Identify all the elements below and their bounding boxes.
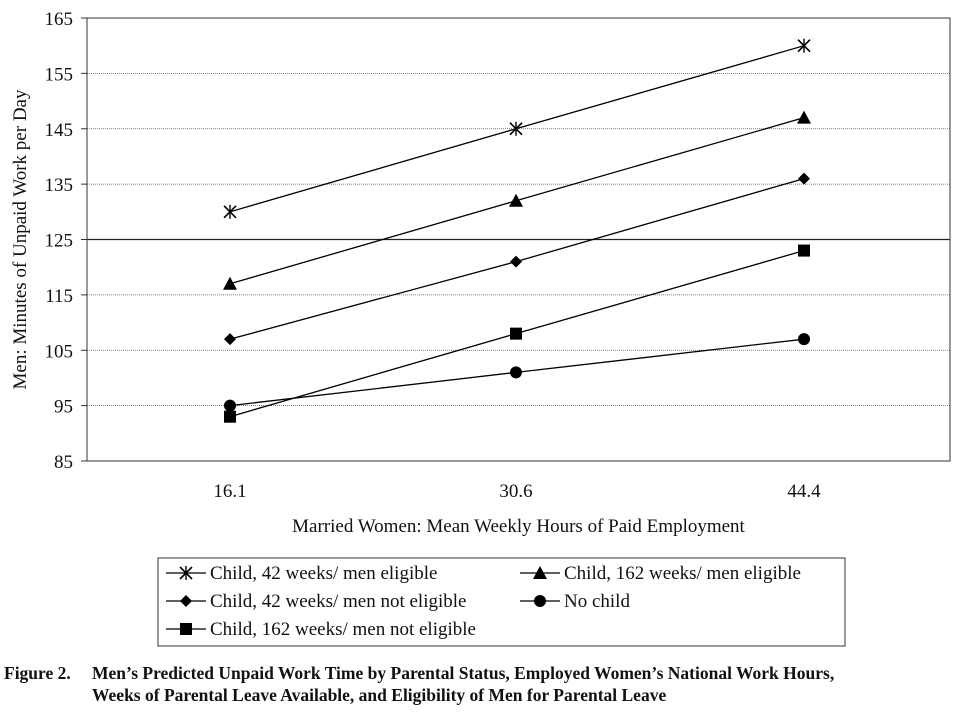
legend-item: Child, 162 weeks/ men not eligible [166,619,476,640]
series-star [223,38,811,219]
data-point-square [798,244,810,257]
legend-box [157,557,846,647]
grid-lines [87,72,950,407]
data-point-diamond [224,333,236,346]
line-chart: 85 95 105 115 125 135 145 155 165 16.1 30.6 44.4 M… [10,9,951,647]
y-tick-label: 145 [45,120,74,141]
data-point-triangle [533,566,547,579]
legend-label: Child, 42 weeks/ men eligible [210,563,437,584]
data-point-triangle [509,193,523,207]
legend-label: Child, 162 weeks/ men not eligible [210,619,476,640]
data-point-star [797,38,811,53]
series-circle [224,333,810,412]
data-point-diamond [510,255,522,268]
data-point-star [179,566,193,580]
data-point-circle [534,595,546,607]
x-tick-label: 16.1 [213,481,246,502]
caption-line-1: Men’s Predicted Unpaid Work Time by Pare… [92,663,835,683]
data-point-star [509,121,523,136]
legend-label: No child [564,591,630,612]
data-point-circle [798,333,810,346]
y-tick-label: 165 [45,9,74,30]
x-axis-ticks: 16.1 30.6 44.4 [213,481,821,502]
data-point-diamond [798,172,810,185]
x-axis-label: Married Women: Mean Weekly Hours of Paid… [292,516,745,537]
y-tick-label: 105 [45,341,74,362]
legend-label: Child, 162 weeks/ men eligible [564,563,801,584]
y-axis-ticks: 85 95 105 115 125 135 145 155 165 [45,9,87,473]
data-point-star [223,204,237,219]
data-point-circle [224,399,236,412]
y-tick-label: 115 [45,286,73,307]
legend-item: No child [520,591,630,612]
legend-label: Child, 42 weeks/ men not eligible [210,591,466,612]
caption-line-2: Weeks of Parental Leave Available, and E… [92,685,667,705]
data-point-triangle [797,110,811,124]
legend-item: Child, 162 weeks/ men eligible [520,563,801,584]
x-tick-label: 30.6 [499,481,532,502]
figure-caption: Figure 2. Men’s Predicted Unpaid Work Tim… [4,662,954,706]
data-point-square [224,410,236,423]
y-tick-label: 95 [54,397,73,418]
legend-item: Child, 42 weeks/ men eligible [166,563,437,584]
data-point-circle [510,366,522,379]
series-square [224,244,810,423]
series-layer [223,38,811,423]
y-tick-label: 85 [54,452,73,473]
data-point-triangle [223,276,237,290]
legend-item: Child, 42 weeks/ men not eligible [166,591,466,612]
series-diamond [224,172,810,346]
legend: Child, 42 weeks/ men eligible Child, 162 … [157,557,846,647]
figure-label: Figure 2. [4,663,71,683]
y-axis-label: Men: Minutes of Unpaid Work per Day [10,89,31,389]
series-triangle [223,110,811,290]
x-tick-label: 44.4 [787,481,821,502]
y-tick-label: 125 [45,231,74,252]
y-tick-label: 155 [45,64,74,85]
data-point-diamond [180,595,192,607]
data-point-square [510,327,522,340]
data-point-square [180,623,192,635]
y-tick-label: 135 [45,175,74,196]
